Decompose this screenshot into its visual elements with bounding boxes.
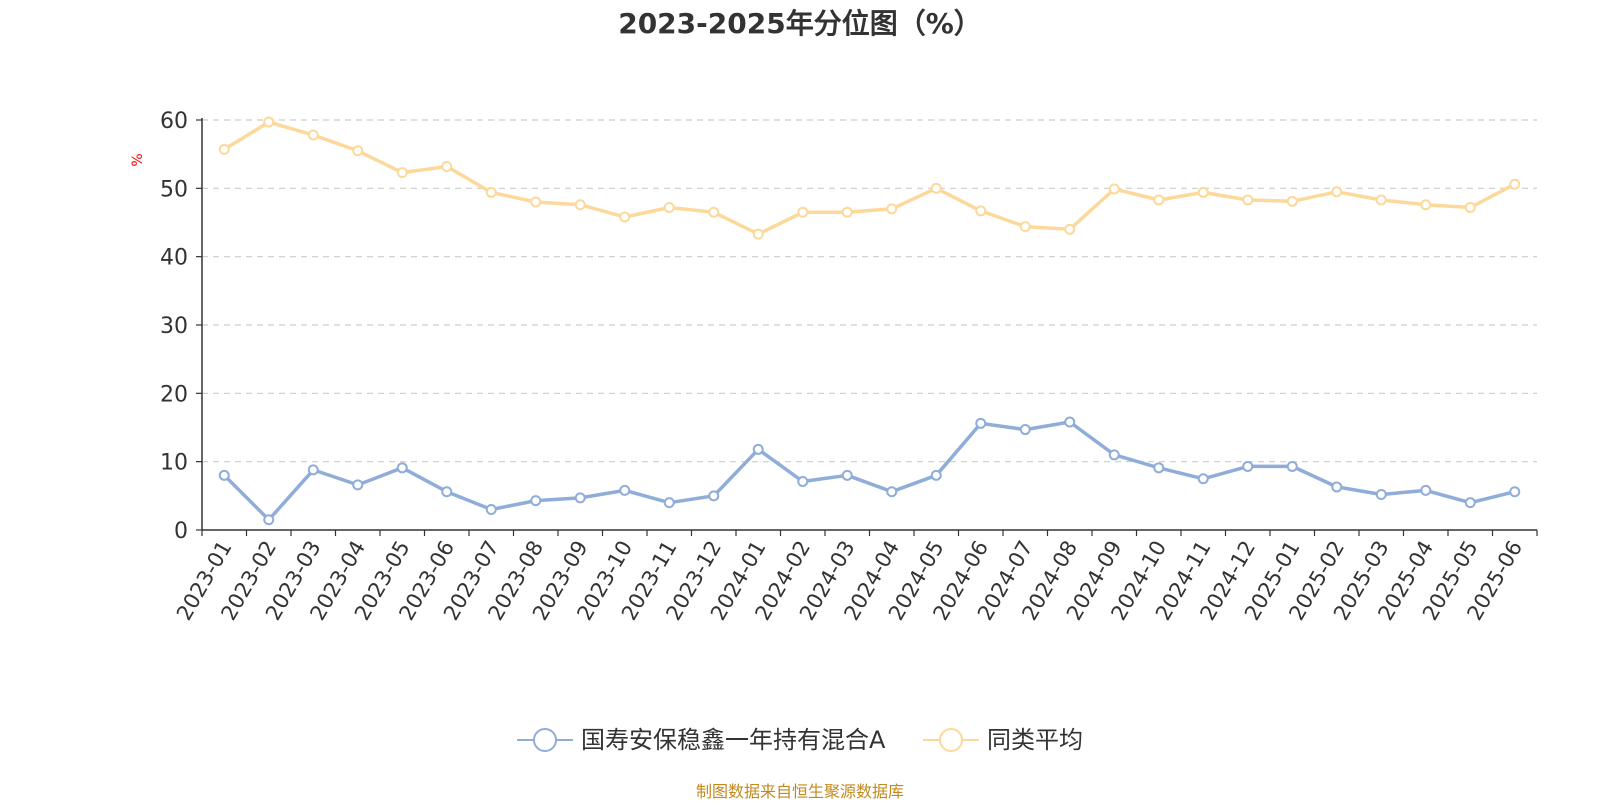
y-tick-label: 20 — [160, 382, 188, 407]
data-point — [619, 211, 631, 223]
data-point — [708, 490, 720, 502]
legend: 国寿安保稳鑫一年持有混合A 同类平均 — [517, 726, 1083, 754]
data-point — [396, 462, 408, 474]
series-line — [223, 120, 1516, 236]
y-tick-label: 40 — [160, 246, 188, 271]
chart-title: 2023-2025年分位图（%） — [618, 7, 982, 40]
data-point — [1197, 186, 1209, 198]
data-point — [663, 497, 675, 509]
data-point — [619, 484, 631, 496]
legend-circle-icon — [939, 728, 963, 752]
data-point — [1420, 199, 1432, 211]
data-point — [752, 443, 764, 455]
y-tick-label: 50 — [160, 177, 188, 202]
source-note: 制图数据来自恒生聚源数据库 — [695, 782, 904, 801]
data-point — [574, 492, 586, 504]
data-point — [352, 145, 364, 157]
data-point — [1375, 488, 1387, 500]
data-point — [797, 206, 809, 218]
y-axis-label: % — [130, 153, 146, 166]
data-point — [441, 160, 453, 172]
grid-lines — [202, 119, 1537, 463]
data-point — [663, 201, 675, 213]
data-point — [1331, 481, 1343, 493]
data-point — [485, 186, 497, 198]
legend-label: 同类平均 — [987, 726, 1083, 754]
data-point — [752, 228, 764, 240]
data-point — [1509, 178, 1521, 190]
data-point — [530, 495, 542, 507]
y-tick-label: 0 — [174, 519, 188, 544]
data-point — [1197, 473, 1209, 485]
data-point — [1064, 416, 1076, 428]
data-point — [307, 464, 319, 476]
data-point — [574, 199, 586, 211]
y-tick-label: 10 — [160, 451, 188, 476]
data-point — [1108, 449, 1120, 461]
data-point — [1331, 186, 1343, 198]
data-point — [886, 203, 898, 215]
data-point — [263, 514, 275, 526]
data-point — [797, 475, 809, 487]
data-point — [1242, 194, 1254, 206]
data-point — [1509, 486, 1521, 498]
data-point — [218, 469, 230, 481]
data-point — [1108, 183, 1120, 195]
legend-item[interactable]: 国寿安保稳鑫一年持有混合A — [517, 726, 886, 754]
data-point — [1064, 223, 1076, 235]
data-point — [708, 206, 720, 218]
data-point — [1420, 484, 1432, 496]
data-point — [396, 167, 408, 179]
y-tick-label: 30 — [160, 314, 188, 339]
data-point — [886, 486, 898, 498]
data-point — [1019, 424, 1031, 436]
data-point — [1153, 462, 1165, 474]
legend-item[interactable]: 同类平均 — [923, 726, 1083, 754]
axes: 01020304050602023-012023-022023-032023-0… — [160, 109, 1538, 624]
legend-circle-icon — [533, 728, 557, 752]
data-point — [1019, 221, 1031, 233]
data-point — [1464, 201, 1476, 213]
data-point — [841, 469, 853, 481]
data-point — [1286, 195, 1298, 207]
data-point — [218, 143, 230, 155]
data-point — [1375, 194, 1387, 206]
data-point — [930, 469, 942, 481]
data-point — [1242, 460, 1254, 472]
series — [218, 116, 1521, 526]
series-line — [223, 420, 1516, 522]
data-point — [485, 504, 497, 515]
legend-label: 国寿安保稳鑫一年持有混合A — [581, 726, 886, 754]
y-tick-label: 60 — [160, 109, 188, 134]
data-point — [352, 479, 364, 491]
data-point — [841, 206, 853, 218]
data-point — [307, 129, 319, 141]
data-point — [441, 486, 453, 498]
data-point — [1286, 460, 1298, 472]
data-point — [975, 417, 987, 429]
data-point — [263, 116, 275, 128]
data-point — [1153, 194, 1165, 206]
data-point — [930, 182, 942, 194]
data-point — [1464, 497, 1476, 509]
data-point — [530, 196, 542, 208]
data-point — [975, 205, 987, 217]
